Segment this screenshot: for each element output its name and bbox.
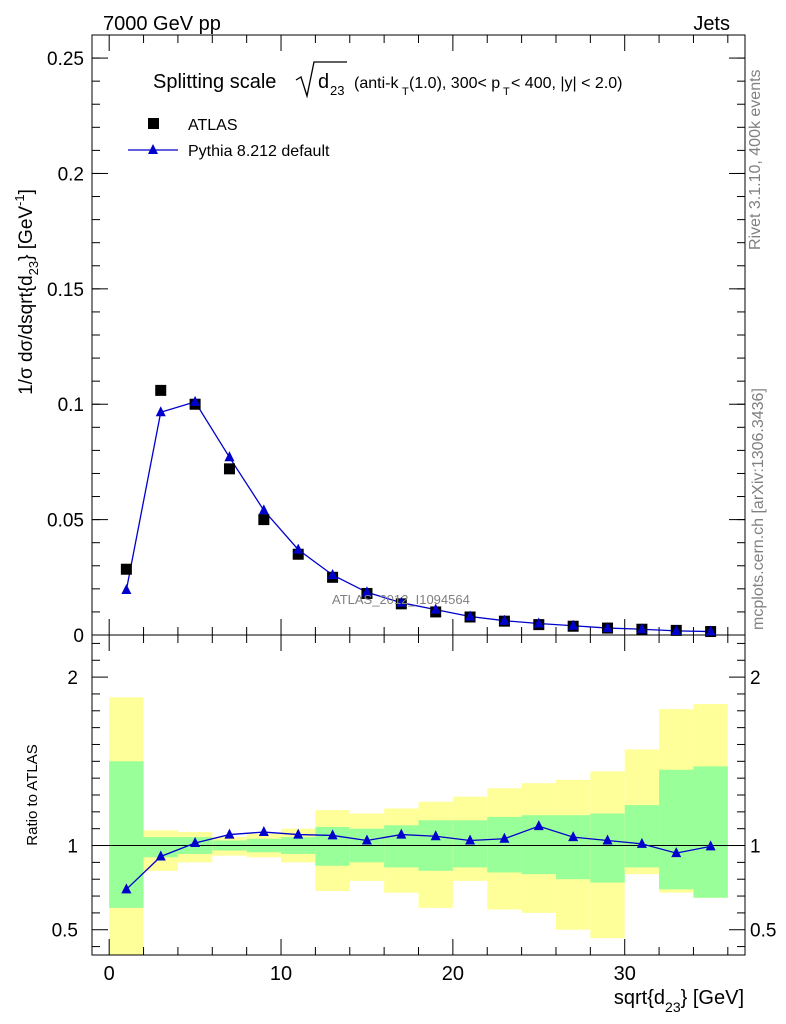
- pythia-point: [430, 603, 441, 614]
- ratio-band-green: [487, 816, 522, 873]
- ratio-point: [533, 820, 544, 831]
- atlas-point: [223, 463, 235, 475]
- ratio-xtick-label: 20: [442, 963, 464, 985]
- pythia-point: [499, 614, 510, 625]
- ratio-point: [190, 837, 201, 847]
- ratio-band-green: [590, 813, 625, 883]
- pythia-point: [224, 451, 235, 462]
- pythia-point: [705, 625, 716, 636]
- ratio-xtick-label: 30: [614, 963, 636, 985]
- ratio-ytick-label-right: 0.5: [750, 921, 776, 942]
- ratio-point: [499, 832, 510, 843]
- ratio-ytick-label: 0.5: [52, 921, 78, 942]
- main-ytick-label: 0: [73, 626, 84, 647]
- ratio-point: [465, 834, 476, 845]
- ratio-line: [125, 825, 711, 890]
- svg-text:T: T: [402, 86, 409, 98]
- ratio-point: [155, 850, 166, 861]
- ratio-point: [361, 834, 372, 845]
- pythia-point: [396, 596, 407, 607]
- svg-text:23: 23: [330, 83, 344, 98]
- ratio-band-green: [693, 766, 728, 898]
- pythia-point: [465, 610, 476, 621]
- pythia-point: [258, 504, 269, 515]
- pythia-point: [121, 584, 132, 594]
- ratio-xlabel: sqrt{d23} [GeV]: [614, 987, 744, 1015]
- ratio-band-green: [659, 769, 694, 890]
- header-right: Jets: [693, 13, 730, 35]
- ratio-point: [327, 829, 338, 840]
- ratio-ylabel: Ratio to ATLAS: [24, 744, 41, 845]
- ratio-point: [430, 830, 441, 841]
- mcplots-label: mcplots.cern.ch [arXiv:1306.3436]: [750, 388, 767, 630]
- main-ytick-label: 0.05: [47, 511, 84, 532]
- ratio-ytick-label-right: 2: [750, 668, 761, 689]
- legend: ATLAS Pythia 8.212 default: [128, 117, 330, 160]
- main-title: Splitting scale d 23 (anti-k T (1.0), 30…: [153, 61, 623, 99]
- ratio-point: [258, 826, 269, 837]
- main-ytick-label: 0.1: [58, 395, 84, 416]
- pythia-point: [293, 543, 304, 554]
- pythia-point: [533, 617, 544, 628]
- ratio-bands: [109, 697, 728, 955]
- svg-text:d: d: [318, 71, 329, 93]
- ratio-point: [396, 828, 407, 839]
- pythia-line: [125, 401, 711, 633]
- watermark: ATLAS_2012_I1094564: [332, 592, 470, 607]
- pythia-point: [671, 624, 682, 635]
- atlas-point: [120, 563, 132, 575]
- series-layer: [120, 384, 717, 894]
- main-ytick-label: 0.25: [47, 49, 84, 70]
- atlas-point: [155, 384, 167, 396]
- pythia-point: [327, 569, 338, 579]
- ratio-point: [636, 837, 647, 848]
- svg-text:(1.0), 300< p: (1.0), 300< p: [409, 75, 500, 92]
- ratio-xtick-label: 10: [270, 963, 292, 985]
- ratio-point: [671, 847, 682, 858]
- pythia-point: [361, 586, 372, 597]
- main-ytick-label: 0.15: [47, 280, 84, 301]
- pythia-point: [190, 395, 201, 406]
- ratio-band-green: [624, 805, 660, 868]
- pythia-point: [636, 623, 647, 634]
- svg-text:< 400, |y| < 2.0): < 400, |y| < 2.0): [511, 75, 623, 92]
- svg-text:T: T: [503, 86, 510, 98]
- legend-atlas-label: ATLAS: [188, 117, 238, 134]
- pythia-point: [602, 622, 613, 633]
- legend-pythia-marker: [148, 144, 158, 154]
- rivet-label: Rivet 3.1.10, 400k events: [747, 69, 764, 250]
- ratio-ytick-label: 1: [67, 837, 78, 858]
- ratio-point: [293, 828, 304, 839]
- ratio-point: [602, 834, 613, 845]
- ratio-point: [224, 828, 235, 839]
- atlas-point: [258, 514, 270, 526]
- svg-text:1/σ dσ/dsqrt{d23} [GeV-1]: 1/σ dσ/dsqrt{d23} [GeV-1]: [12, 189, 41, 395]
- main-ytick-label: 0.2: [58, 164, 84, 185]
- ratio-point: [121, 883, 132, 894]
- axes: 0 0.05 0.1 0.15 0.2 0.25 0 10 20 30 0.5 0.5 1 1 2 2: [47, 34, 776, 985]
- pythia-point: [568, 619, 579, 630]
- svg-text:Splitting scale: Splitting scale: [153, 71, 276, 93]
- ratio-ytick-label: 2: [67, 668, 78, 689]
- legend-pythia-label: Pythia 8.212 default: [188, 143, 330, 160]
- ratio-ytick-label-right: 1: [750, 837, 761, 858]
- svg-text:sqrt{d23} [GeV]: sqrt{d23} [GeV]: [614, 987, 744, 1015]
- atlas-point: [292, 548, 304, 560]
- ratio-xtick-label: 0: [104, 963, 115, 985]
- ratio-band-green: [555, 815, 591, 880]
- ratio-band-green: [143, 837, 178, 858]
- pythia-point: [155, 406, 166, 417]
- legend-atlas-marker: [148, 118, 159, 129]
- ratio-point: [705, 840, 716, 851]
- main-ylabel: 1/σ dσ/dsqrt{d23} [GeV-1]: [12, 189, 41, 395]
- svg-text:(anti-k: (anti-k: [354, 75, 399, 92]
- ratio-point: [568, 831, 579, 842]
- header-left: 7000 GeV pp: [103, 13, 221, 35]
